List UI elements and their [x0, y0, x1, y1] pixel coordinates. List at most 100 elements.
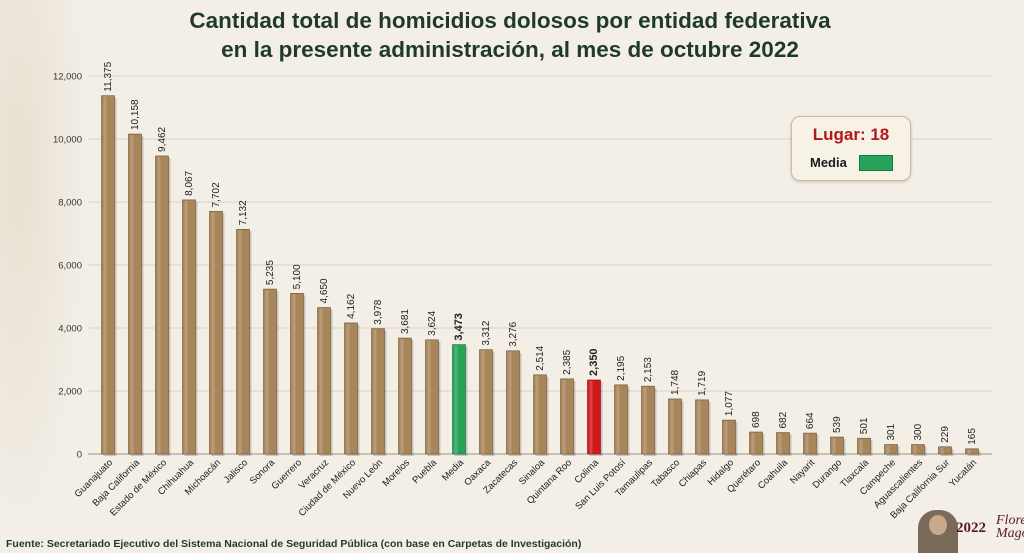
bar: [560, 378, 574, 455]
bar-shine: [940, 447, 944, 454]
bar-shine: [913, 445, 917, 454]
y-tick-label: 4,000: [58, 324, 82, 335]
data-label: 1,748: [670, 369, 681, 394]
bar: [425, 339, 439, 455]
bar-shine: [886, 445, 890, 454]
bar: [830, 436, 844, 455]
bar-shine: [238, 230, 242, 454]
data-label: 2,195: [616, 355, 627, 380]
bar: [155, 155, 169, 455]
data-label: 698: [751, 411, 762, 428]
chart-title: Cantidad total de homicidios dolosos por…: [140, 6, 880, 64]
bar-shine: [778, 433, 782, 454]
bar: [776, 432, 790, 455]
data-label: 3,681: [400, 309, 411, 334]
data-label: 501: [859, 417, 870, 434]
bar-shine: [427, 340, 431, 454]
data-label: 300: [913, 423, 924, 440]
bar: [479, 349, 493, 455]
y-tick-label: 10,000: [53, 135, 82, 146]
data-label: 682: [778, 411, 789, 428]
y-tick-label: 6,000: [58, 261, 82, 272]
data-label: 4,650: [319, 278, 330, 303]
data-label: 539: [832, 416, 843, 433]
bar-shine: [670, 399, 674, 454]
bar-shine: [211, 212, 215, 454]
bar-shine: [130, 135, 134, 454]
bar-shine: [724, 421, 728, 454]
legend-box: Lugar: 18 Media: [791, 116, 911, 181]
data-label: 229: [940, 426, 951, 443]
bar-shine: [697, 400, 701, 454]
x-tick-label: Durango: [811, 457, 845, 491]
bar-shine: [265, 290, 269, 454]
y-tick-label: 8,000: [58, 198, 82, 209]
commemorative-logo: 2022 Flores Magón: [918, 506, 1024, 553]
bar: [290, 293, 304, 455]
data-label: 7,702: [211, 182, 222, 207]
bar-shine: [157, 156, 161, 454]
bar-shine: [643, 387, 647, 454]
bar-shine: [454, 345, 458, 454]
data-label: 3,473: [453, 313, 465, 341]
bar-shine: [481, 350, 485, 454]
bar: [344, 322, 358, 455]
bar: [614, 384, 628, 455]
legend-media-label: Media: [810, 155, 847, 170]
data-label: 5,100: [292, 264, 303, 289]
bar-shine: [616, 385, 620, 454]
bar: [182, 199, 196, 455]
bar: [209, 211, 223, 455]
data-label: 3,624: [427, 310, 438, 335]
bar-shine: [562, 379, 566, 454]
data-label: 8,067: [184, 170, 195, 195]
logo-name: Flores Magón: [996, 513, 1024, 541]
data-label: 5,235: [265, 260, 276, 285]
data-label: 3,978: [373, 299, 384, 324]
logo-year: 2022: [956, 520, 986, 536]
bar: [371, 328, 385, 455]
bar: [128, 133, 142, 455]
x-tick-label: Chiapas: [677, 457, 710, 490]
bar: [857, 437, 871, 455]
data-label: 2,350: [588, 348, 600, 376]
bar: [668, 398, 682, 455]
bar-shine: [319, 308, 323, 454]
bar-shine: [751, 433, 755, 454]
data-label: 2,153: [643, 357, 654, 382]
portrait-icon: [918, 510, 958, 553]
bar: [938, 446, 952, 455]
bar-shine: [292, 294, 296, 454]
bar-shine: [400, 339, 404, 454]
bar-shine: [508, 351, 512, 454]
bar: [587, 379, 601, 455]
legend-media-swatch: [859, 155, 893, 171]
data-label: 301: [886, 423, 897, 440]
data-label: 10,158: [130, 99, 141, 130]
bar: [101, 95, 115, 455]
bar-shine: [373, 329, 377, 454]
source-footnote: Fuente: Secretariado Ejecutivo del Siste…: [6, 538, 582, 550]
bar: [749, 431, 763, 455]
background-decoration: [0, 0, 90, 553]
bar: [641, 385, 655, 455]
chart-title-line-2: en la presente administración, al mes de…: [221, 37, 799, 62]
bar-shine: [184, 200, 188, 454]
bar: [533, 374, 547, 455]
bar: [965, 448, 979, 455]
y-tick-label: 0: [77, 450, 82, 461]
bar: [398, 337, 412, 455]
y-tick-label: 12,000: [53, 72, 82, 83]
bar-shine: [535, 375, 539, 454]
data-label: 7,132: [238, 200, 249, 225]
x-tick-label: Jalisco: [222, 457, 250, 485]
data-label: 1,077: [724, 391, 735, 416]
x-tick-label: Coahuila: [756, 457, 791, 492]
bar: [317, 307, 331, 455]
data-label: 3,312: [481, 320, 492, 345]
bar: [236, 229, 250, 455]
bar: [911, 444, 925, 455]
bar: [506, 350, 520, 455]
data-label: 165: [967, 428, 978, 445]
